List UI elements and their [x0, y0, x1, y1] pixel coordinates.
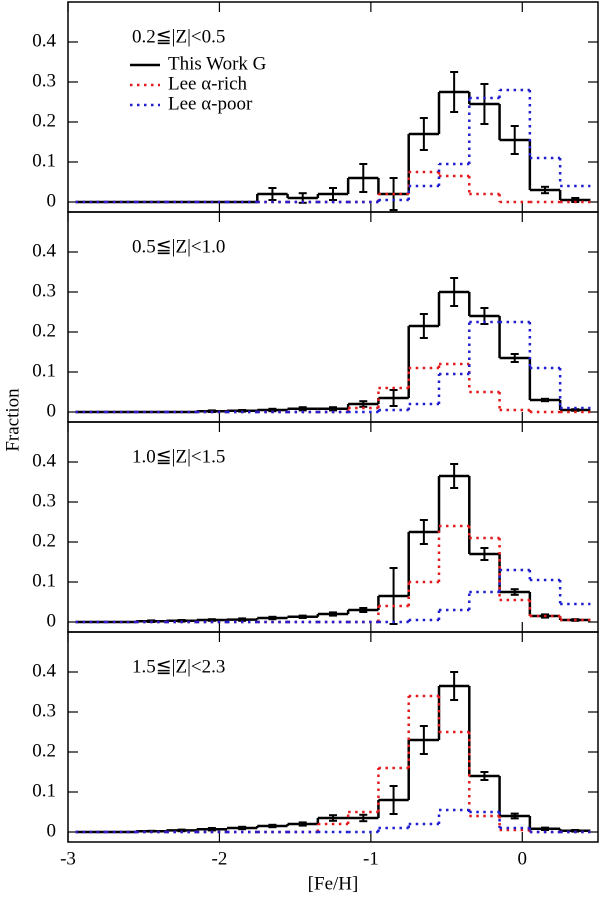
y-tick-label: 0.4 — [32, 30, 56, 51]
y-tick-label: 0 — [47, 400, 57, 421]
y-tick-label: 0.3 — [32, 700, 56, 721]
y-tick-label: 0.1 — [32, 150, 56, 171]
x-tick-label: -3 — [60, 848, 76, 869]
y-tick-label: 0.1 — [32, 780, 56, 801]
x-tick-label: 0 — [518, 848, 528, 869]
y-tick-label: 0.1 — [32, 570, 56, 591]
y-tick-label: 0 — [47, 610, 57, 631]
panel-label: 0.5≦|Z|<1.0 — [132, 236, 225, 257]
legend-label: Lee α-poor — [168, 93, 253, 114]
y-axis-label: Fraction — [2, 388, 23, 452]
y-tick-label: 0 — [47, 820, 57, 841]
panel-label: 1.0≦|Z|<1.5 — [132, 446, 225, 467]
y-tick-label: 0.4 — [32, 240, 56, 261]
y-tick-label: 0.2 — [32, 320, 56, 341]
legend-label: This Work G — [168, 53, 267, 74]
panel-label: 0.2≦|Z|<0.5 — [132, 26, 225, 47]
x-axis-label: [Fe/H] — [308, 873, 359, 894]
y-tick-label: 0.3 — [32, 70, 56, 91]
y-tick-label: 0.4 — [32, 660, 56, 681]
y-tick-label: 0.4 — [32, 450, 56, 471]
y-tick-label: 0.2 — [32, 740, 56, 761]
y-tick-label: 0 — [47, 190, 57, 211]
y-tick-label: 0.2 — [32, 530, 56, 551]
x-tick-label: -2 — [212, 848, 228, 869]
y-tick-label: 0.1 — [32, 360, 56, 381]
y-tick-label: 0.2 — [32, 110, 56, 131]
x-tick-label: -1 — [363, 848, 379, 869]
panel-frame — [67, 631, 599, 843]
legend-label: Lee α-rich — [168, 73, 248, 94]
panel-label: 1.5≦|Z|<2.3 — [132, 656, 225, 677]
y-tick-label: 0.3 — [32, 490, 56, 511]
y-tick-label: 0.3 — [32, 280, 56, 301]
